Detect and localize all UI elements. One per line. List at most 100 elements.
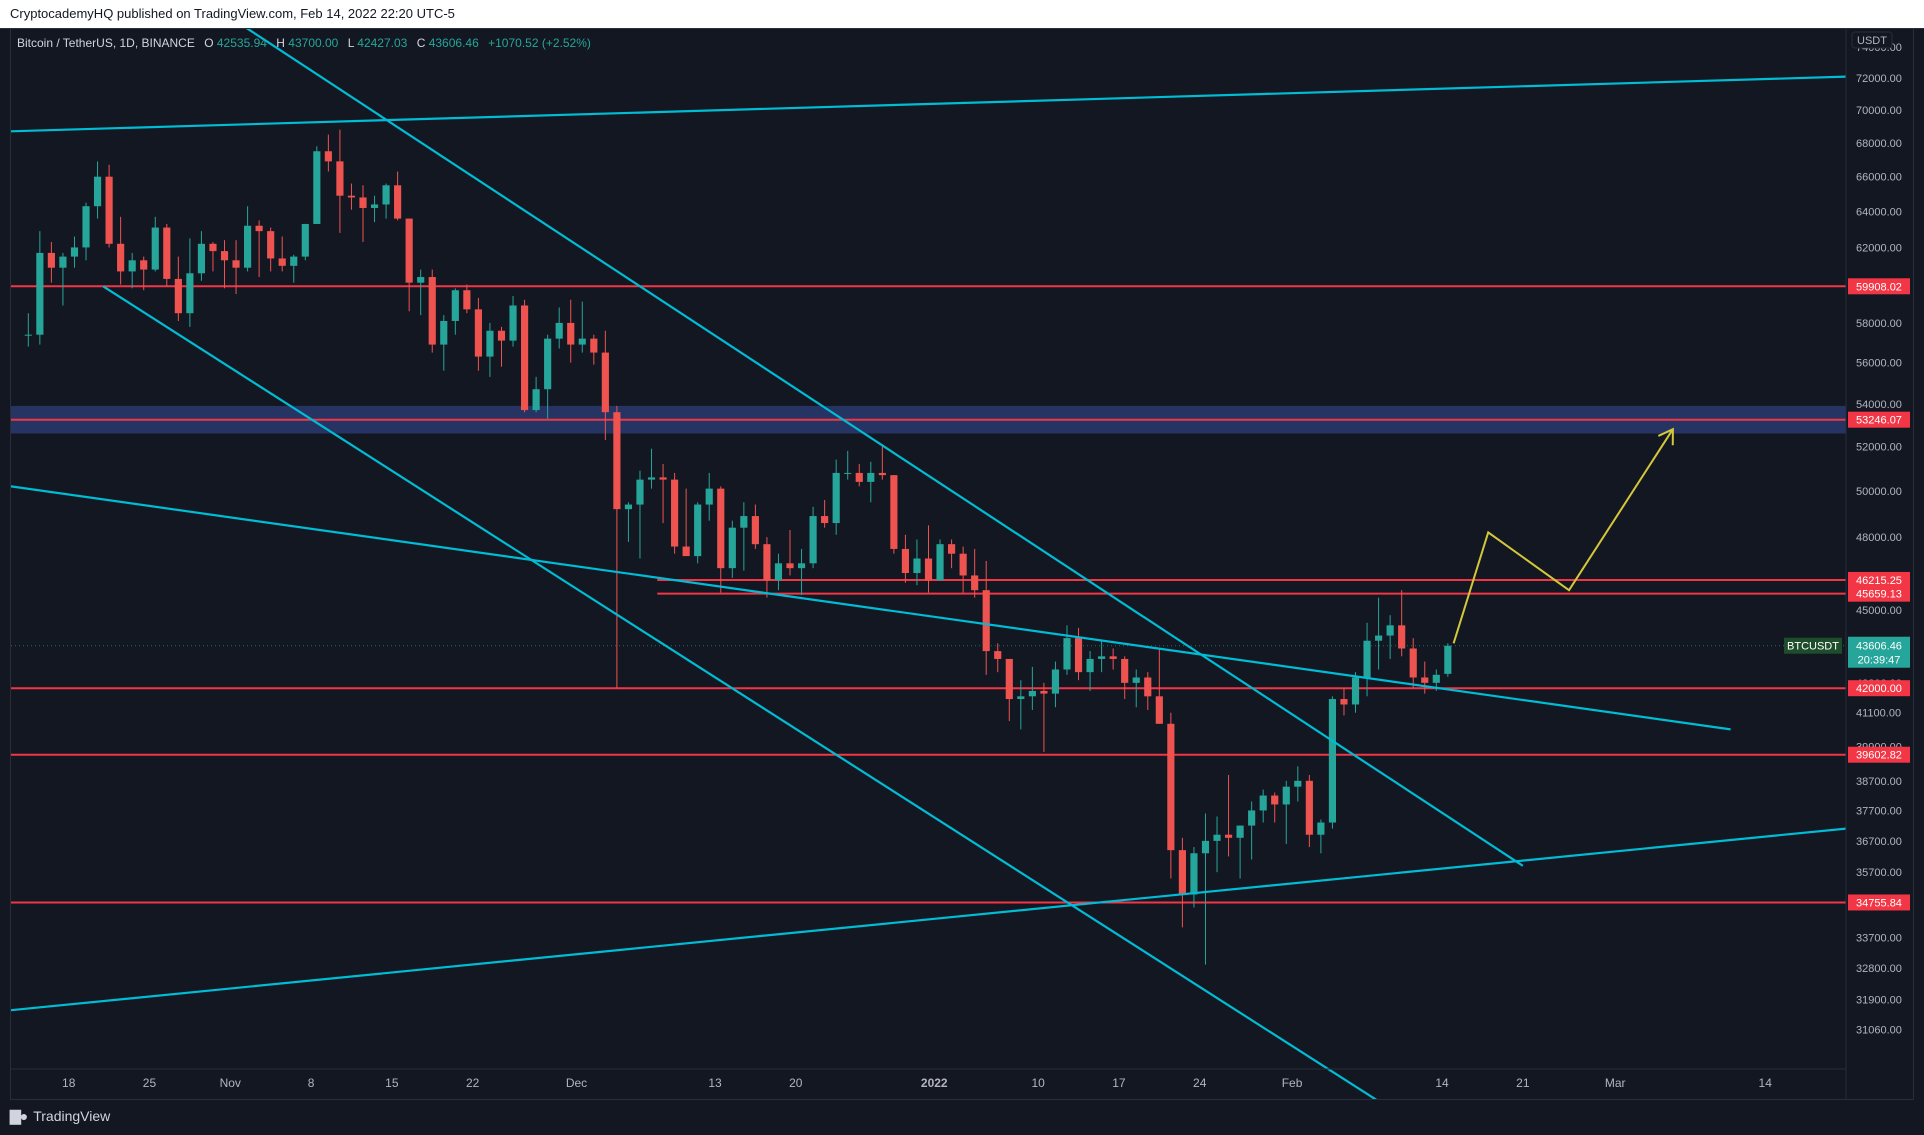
candle[interactable] [555, 307, 563, 349]
trendline[interactable] [11, 75, 1847, 133]
candle[interactable] [1201, 813, 1210, 965]
candle[interactable] [797, 548, 806, 596]
candle[interactable] [1305, 774, 1313, 848]
candle[interactable] [821, 499, 829, 528]
candle[interactable] [1063, 625, 1071, 675]
candle[interactable] [971, 548, 979, 598]
candle[interactable] [1167, 712, 1175, 879]
candle[interactable] [1121, 656, 1129, 700]
candle[interactable] [70, 236, 79, 268]
candle[interactable] [255, 220, 263, 278]
candle[interactable] [1282, 780, 1290, 844]
candle[interactable] [1248, 801, 1256, 860]
candle[interactable] [463, 284, 471, 314]
candle[interactable] [1086, 651, 1094, 691]
candle[interactable] [186, 238, 194, 327]
candle[interactable] [1328, 696, 1337, 829]
candle[interactable] [717, 486, 725, 593]
candle[interactable] [1213, 816, 1221, 873]
candle[interactable] [578, 301, 586, 353]
candle[interactable] [1375, 597, 1383, 670]
candle[interactable] [694, 502, 702, 564]
candle[interactable] [474, 297, 482, 371]
candle[interactable] [1190, 847, 1198, 908]
candle[interactable] [1132, 669, 1140, 708]
candle[interactable] [913, 539, 921, 586]
candle[interactable] [994, 643, 1002, 673]
candle[interactable] [140, 256, 148, 291]
candle[interactable] [417, 269, 425, 316]
candle[interactable] [855, 464, 863, 487]
candle[interactable] [1271, 792, 1279, 823]
candle[interactable] [370, 195, 379, 223]
candle[interactable] [1351, 672, 1360, 713]
candle[interactable] [1005, 658, 1013, 722]
candle[interactable] [878, 444, 886, 480]
candle[interactable] [336, 129, 344, 233]
trendline[interactable] [11, 485, 1731, 731]
candle[interactable] [405, 218, 413, 312]
candle[interactable] [636, 470, 644, 559]
candle[interactable] [1444, 643, 1452, 677]
candle[interactable] [82, 202, 90, 261]
candle[interactable] [220, 240, 229, 289]
candle[interactable] [59, 252, 67, 306]
candle[interactable] [1178, 837, 1186, 928]
candle[interactable] [301, 223, 309, 261]
candle[interactable] [647, 448, 656, 489]
candle[interactable] [590, 334, 598, 365]
candle[interactable] [278, 236, 286, 272]
candle[interactable] [567, 299, 575, 363]
candle[interactable] [197, 231, 206, 281]
candle[interactable] [1398, 590, 1406, 657]
candle[interactable] [809, 506, 817, 569]
candle[interactable] [174, 256, 182, 321]
candle[interactable] [728, 520, 736, 578]
candle[interactable] [948, 539, 956, 569]
candle[interactable] [117, 216, 125, 285]
projection-path[interactable] [1452, 428, 1674, 644]
candle[interactable] [1098, 640, 1106, 673]
price-axis-panel[interactable] [1846, 29, 1913, 1099]
candle[interactable] [394, 171, 402, 221]
candle[interactable] [324, 134, 332, 172]
candle[interactable] [1074, 627, 1083, 681]
candle[interactable] [1051, 661, 1060, 708]
candle[interactable] [705, 472, 713, 521]
candle[interactable] [451, 288, 459, 335]
candle[interactable] [440, 315, 448, 371]
candle[interactable] [936, 539, 944, 581]
candle[interactable] [844, 450, 852, 480]
candle[interactable] [832, 459, 840, 535]
price-chart[interactable]: 74000.0072000.0070000.0068000.0066000.00… [11, 29, 1913, 1099]
candle[interactable] [1236, 825, 1244, 879]
candle[interactable] [1340, 688, 1348, 716]
candle[interactable] [890, 475, 898, 554]
candle[interactable] [544, 334, 552, 419]
candle[interactable] [428, 269, 436, 353]
candle[interactable] [613, 405, 621, 689]
candle[interactable] [509, 295, 517, 347]
candle[interactable] [290, 254, 298, 283]
candle[interactable] [659, 464, 667, 524]
candle[interactable] [1040, 682, 1048, 752]
candle[interactable] [267, 227, 275, 272]
candle[interactable] [682, 488, 690, 557]
candle[interactable] [786, 530, 794, 576]
candle[interactable] [93, 161, 102, 219]
candle[interactable] [740, 502, 748, 571]
candle[interactable] [1017, 680, 1025, 730]
candle[interactable] [497, 326, 506, 367]
candle[interactable] [924, 525, 933, 593]
candle[interactable] [232, 240, 240, 295]
candle[interactable] [24, 313, 32, 347]
candle[interactable] [520, 299, 529, 413]
candle[interactable] [1386, 615, 1394, 659]
candle[interactable] [982, 560, 990, 675]
candle[interactable] [959, 546, 967, 593]
candle[interactable] [151, 216, 159, 272]
candle[interactable] [532, 376, 540, 413]
candle[interactable] [313, 146, 321, 224]
candle[interactable] [105, 164, 113, 248]
candle[interactable] [671, 472, 679, 554]
